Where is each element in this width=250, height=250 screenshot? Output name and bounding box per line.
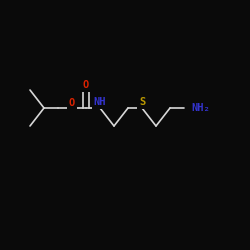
Text: O: O: [83, 80, 89, 90]
Text: S: S: [139, 98, 145, 108]
Text: NH: NH: [94, 98, 106, 108]
Text: O: O: [69, 98, 75, 108]
Text: NH₂: NH₂: [191, 103, 210, 113]
